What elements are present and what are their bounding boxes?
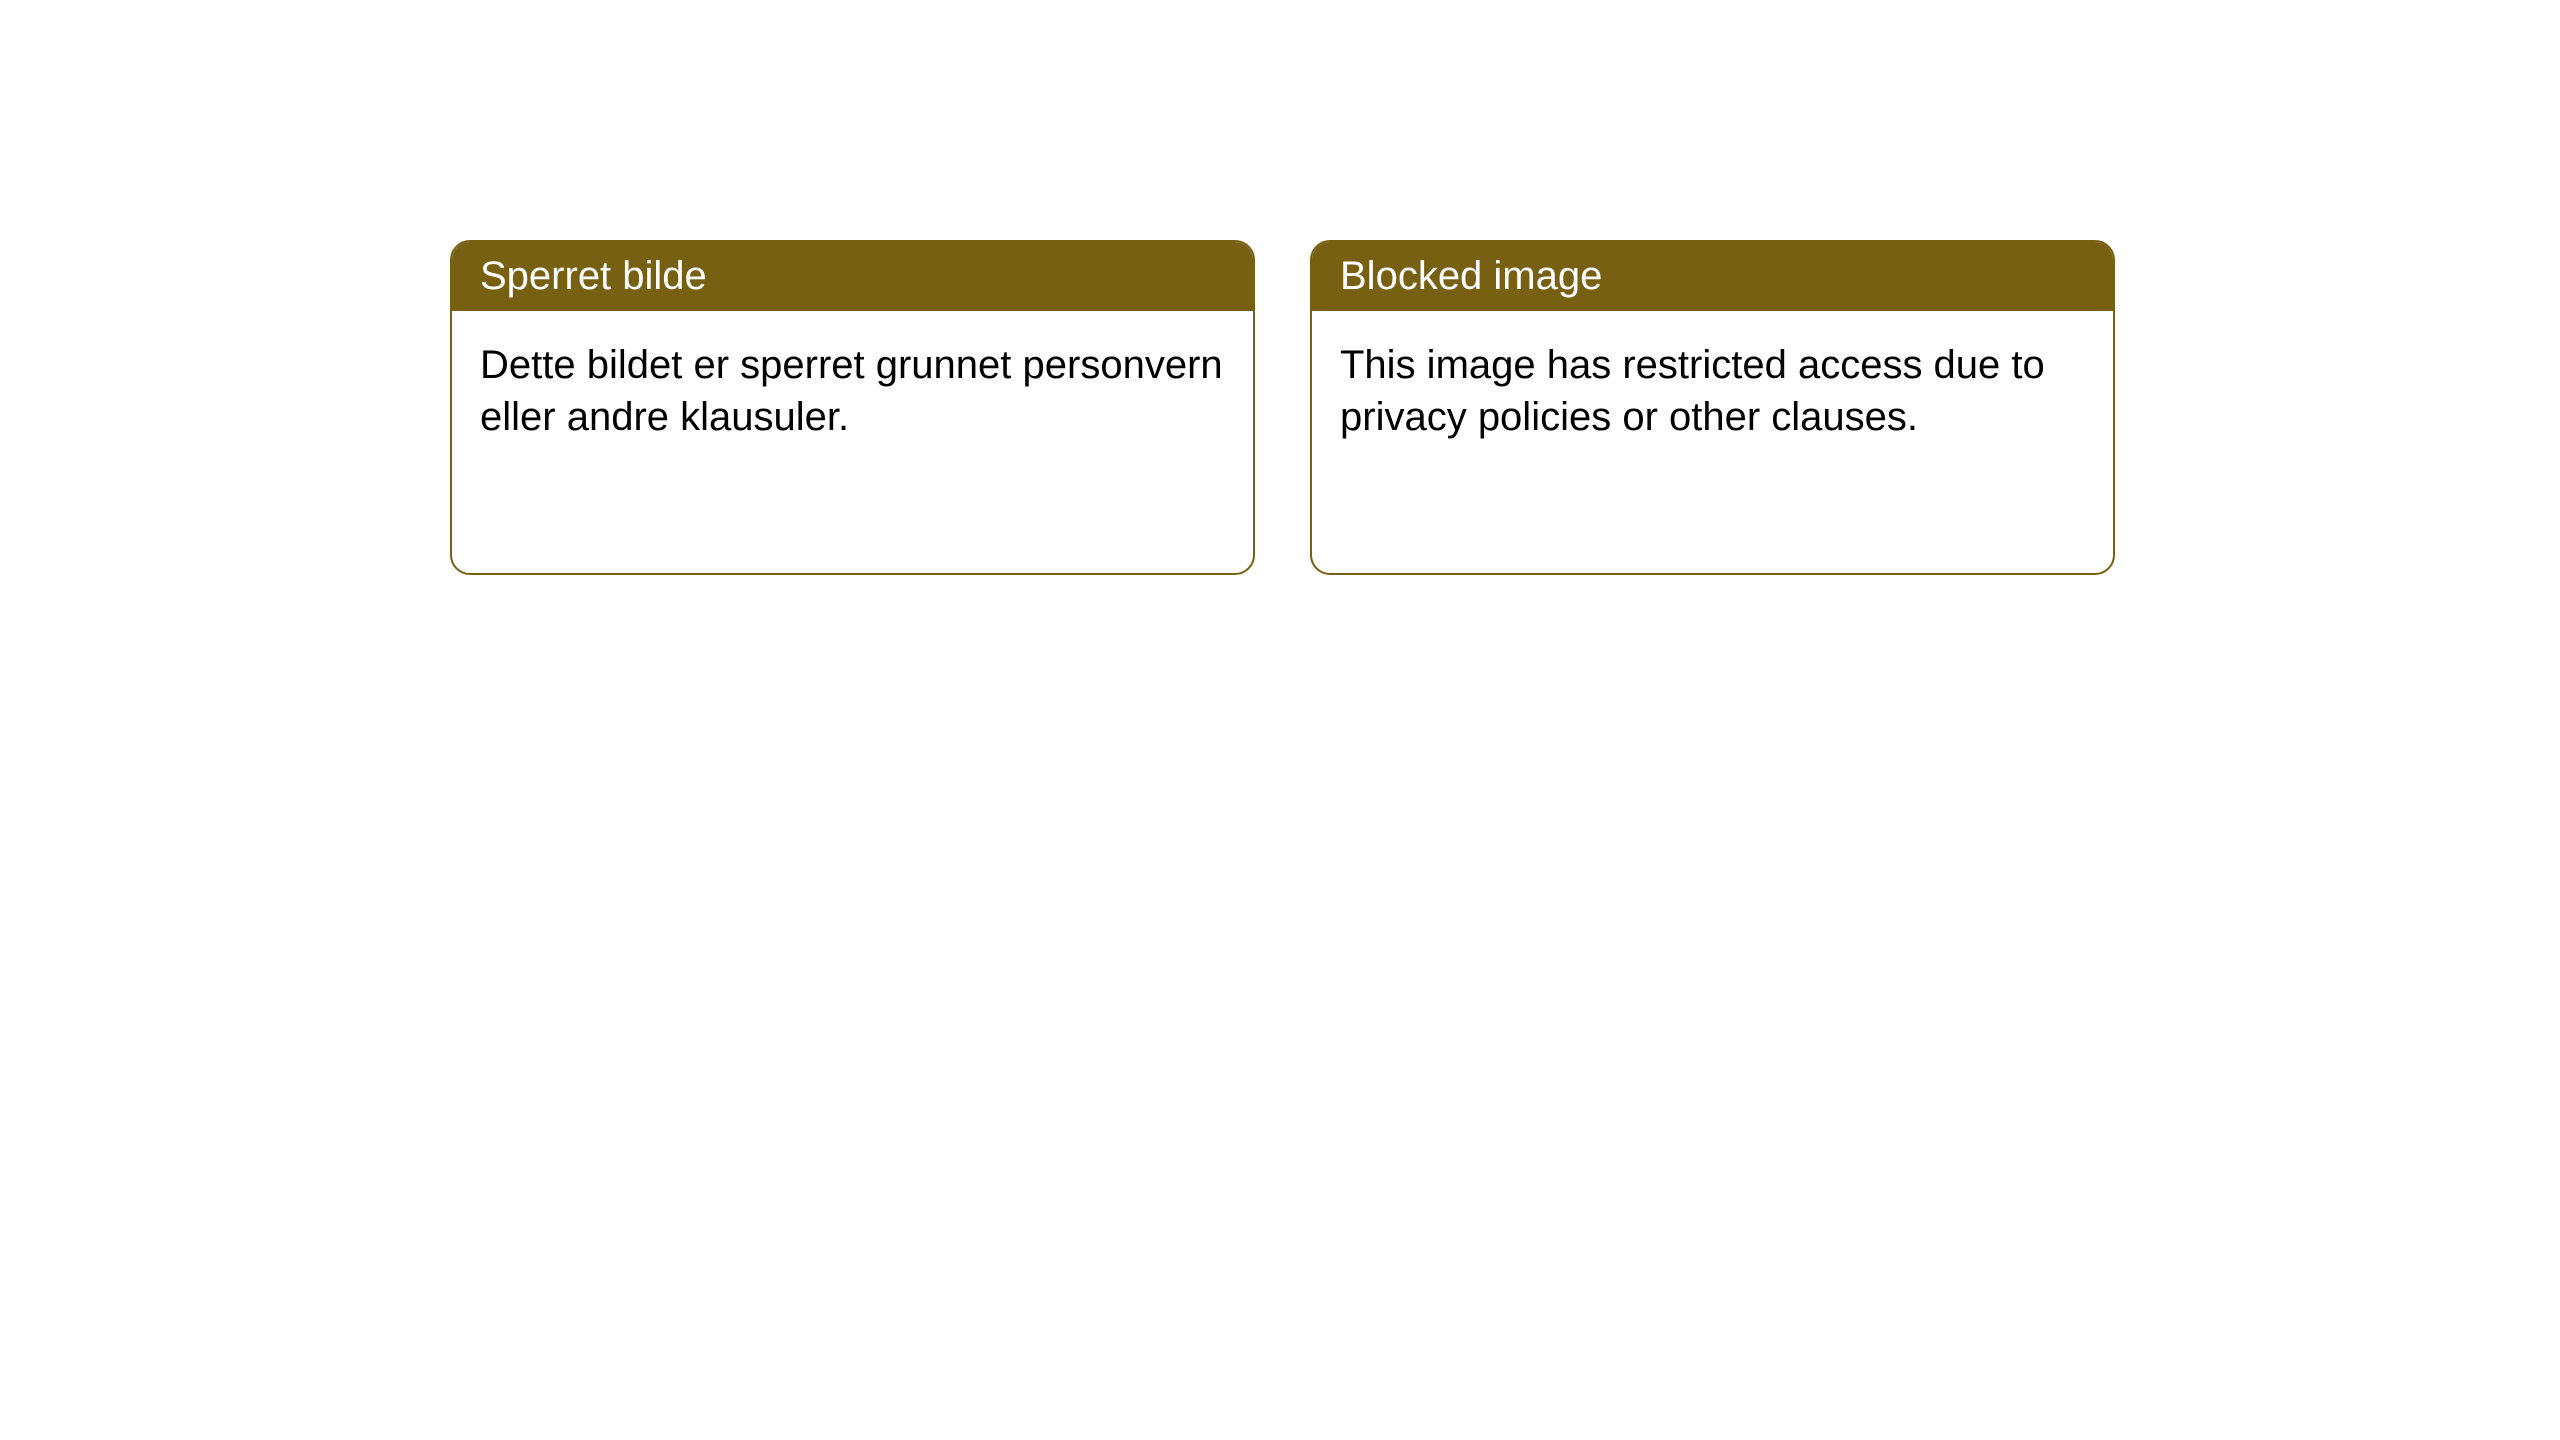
notice-message: This image has restricted access due to … bbox=[1340, 343, 2045, 439]
notice-card-norwegian: Sperret bilde Dette bildet er sperret gr… bbox=[450, 240, 1255, 575]
notice-container: Sperret bilde Dette bildet er sperret gr… bbox=[0, 0, 2560, 575]
notice-body: This image has restricted access due to … bbox=[1312, 311, 2113, 471]
notice-header: Sperret bilde bbox=[452, 242, 1253, 311]
notice-message: Dette bildet er sperret grunnet personve… bbox=[480, 343, 1223, 439]
notice-title: Sperret bilde bbox=[480, 254, 707, 298]
notice-card-english: Blocked image This image has restricted … bbox=[1310, 240, 2115, 575]
notice-title: Blocked image bbox=[1340, 254, 1602, 298]
notice-body: Dette bildet er sperret grunnet personve… bbox=[452, 311, 1253, 471]
notice-header: Blocked image bbox=[1312, 242, 2113, 311]
